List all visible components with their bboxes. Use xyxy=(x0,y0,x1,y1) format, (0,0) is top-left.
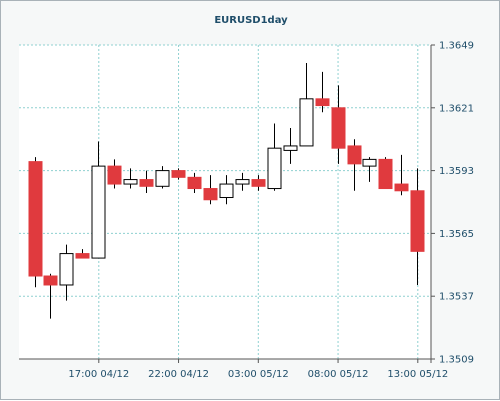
bear-candle-body xyxy=(410,190,425,252)
x-tick-label: 22:00 04/12 xyxy=(148,369,209,380)
candle xyxy=(28,157,43,288)
candle xyxy=(219,175,234,205)
candle xyxy=(394,154,409,196)
y-tick-label: 1.3621 xyxy=(439,103,474,114)
bull-candle-body xyxy=(283,145,298,151)
y-tick-label: 1.3537 xyxy=(439,292,474,303)
bull-candle-body xyxy=(299,98,314,147)
candle xyxy=(267,123,282,191)
bull-candle-body xyxy=(91,165,106,259)
bull-candle-body xyxy=(219,183,234,199)
candle xyxy=(171,168,186,180)
bull-candle-body xyxy=(267,147,282,190)
candle xyxy=(299,62,314,147)
candle xyxy=(362,157,377,182)
y-tick-label: 1.3593 xyxy=(439,166,474,177)
bear-candle-body xyxy=(347,145,362,165)
tick-labels: 1.3649 1.3621 1.3593 1.3565 1.3537 1.3509 17:0… xyxy=(68,41,474,381)
bear-candle-body xyxy=(187,176,202,190)
x-tick-label: 17:00 04/12 xyxy=(68,369,129,380)
y-tick-label: 1.3649 xyxy=(439,41,474,52)
candle xyxy=(107,159,122,189)
bear-candle-body xyxy=(378,158,393,190)
bear-candle-body xyxy=(251,179,266,187)
candle xyxy=(203,175,218,205)
bear-candle-body xyxy=(331,107,346,149)
x-tick-label: 08:00 05/12 xyxy=(308,369,369,380)
bear-candle-body xyxy=(28,161,43,277)
candle xyxy=(43,273,58,319)
candle xyxy=(378,157,393,190)
bear-candle-body xyxy=(394,183,409,192)
x-tick-label: 13:00 05/12 xyxy=(387,369,448,380)
axes xyxy=(19,44,435,363)
bear-candle-body xyxy=(75,253,90,259)
bull-candle-body xyxy=(123,179,138,185)
candle xyxy=(315,71,330,113)
y-tick-label: 1.3565 xyxy=(439,229,474,240)
bear-candle-body xyxy=(43,275,58,286)
bull-candle-body xyxy=(155,170,170,187)
candle xyxy=(331,85,346,164)
candle xyxy=(347,139,362,191)
candle xyxy=(91,141,106,259)
candle xyxy=(123,168,138,189)
bear-candle-body xyxy=(139,179,154,187)
y-tick-label: 1.3509 xyxy=(439,355,474,366)
bear-candle-body xyxy=(171,170,186,178)
chart-title: EURUSD1day xyxy=(214,15,288,26)
candle xyxy=(59,244,74,301)
plot-area xyxy=(19,45,431,359)
bull-candle-body xyxy=(362,158,377,167)
bull-candle-body xyxy=(59,253,74,286)
candle xyxy=(283,127,298,164)
candle xyxy=(410,168,425,285)
x-tick-label: 03:00 05/12 xyxy=(228,369,289,380)
candles xyxy=(28,62,425,319)
bear-candle-body xyxy=(203,188,218,201)
candle xyxy=(187,172,202,194)
bear-candle-body xyxy=(315,98,330,107)
candle xyxy=(251,175,266,191)
candle xyxy=(235,172,250,191)
candle xyxy=(139,170,154,194)
candle xyxy=(155,166,170,189)
candle xyxy=(75,249,90,259)
bull-candle-body xyxy=(235,179,250,185)
bear-candle-body xyxy=(107,165,122,185)
